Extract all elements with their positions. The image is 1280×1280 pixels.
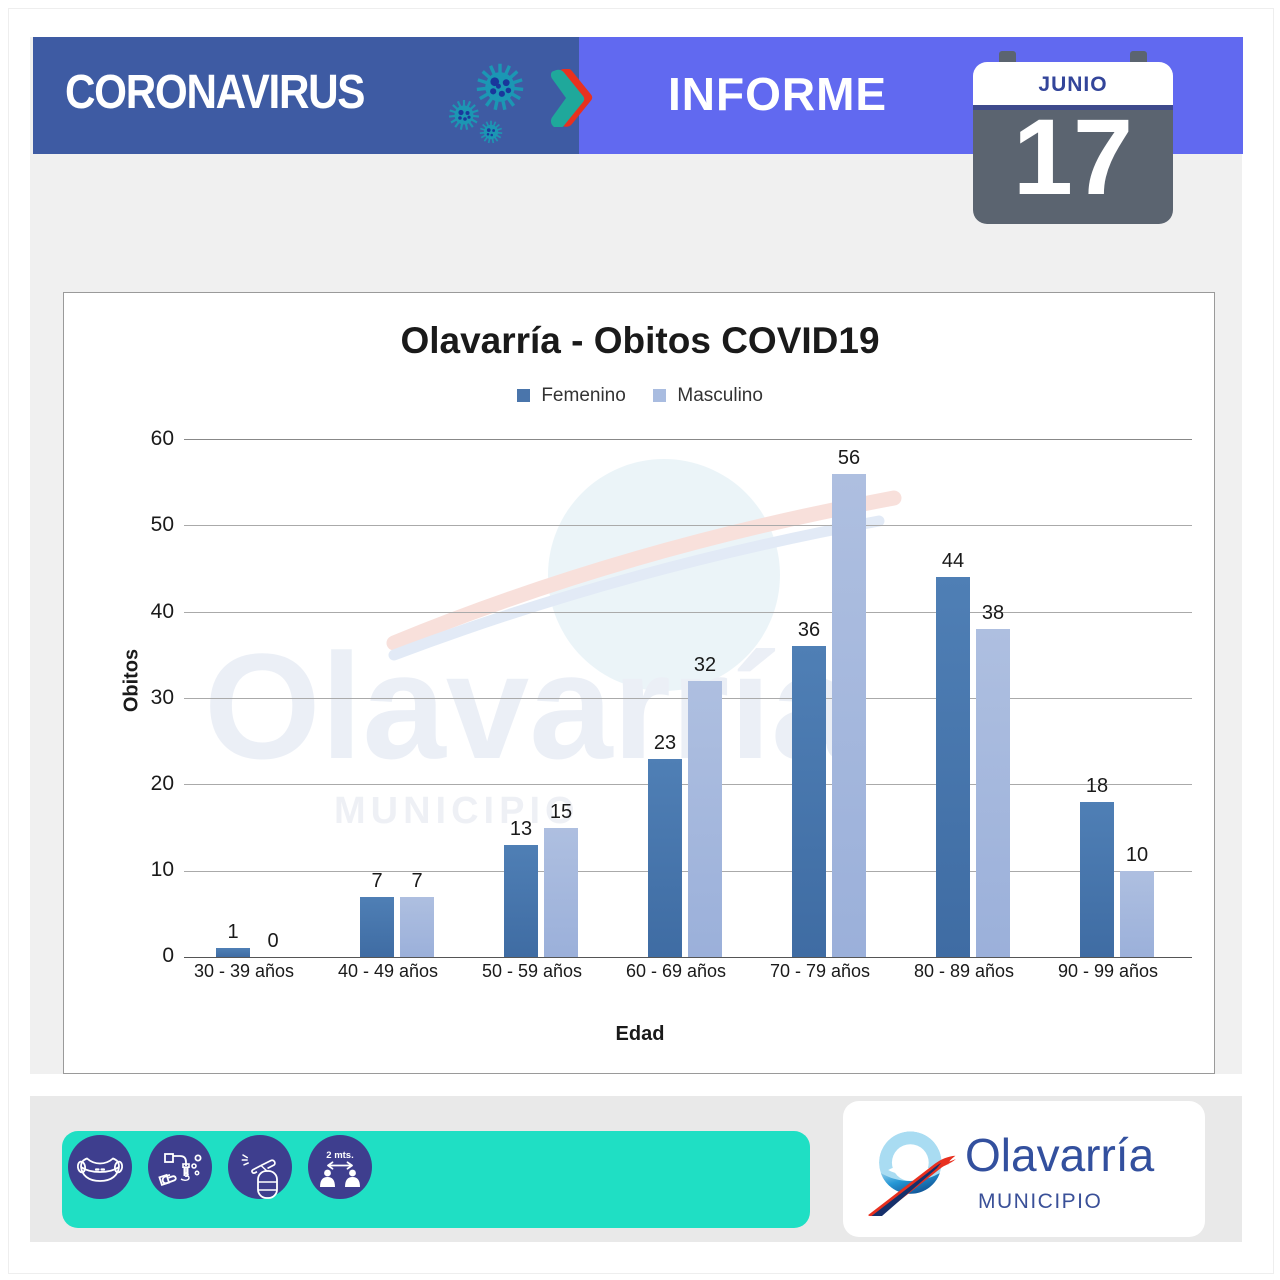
svg-text:2 mts.: 2 mts. (326, 1150, 353, 1161)
